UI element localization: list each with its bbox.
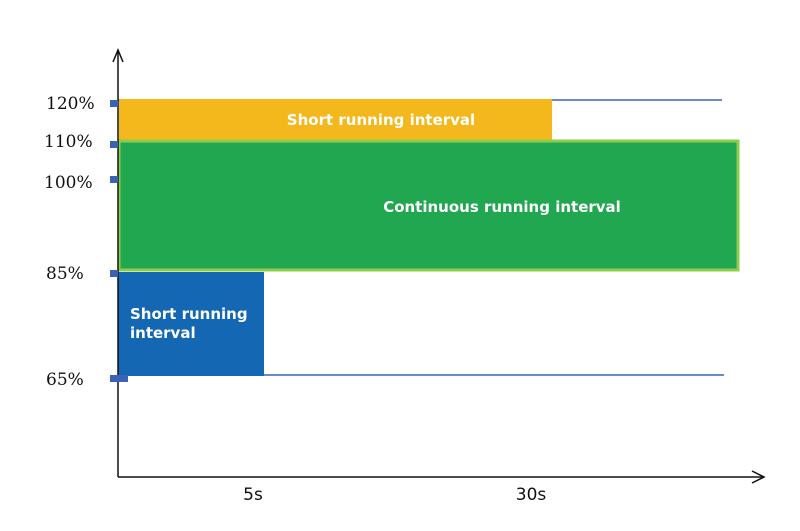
y-tick-label-110: 110% [44, 132, 93, 152]
short-running-interval-bottom-label-line2: interval [130, 324, 196, 342]
y-tick-label-120: 120% [46, 94, 95, 114]
y-tick-label-100: 100% [44, 173, 93, 193]
y-tick-label-85: 85% [46, 264, 84, 284]
short-running-interval-top-label: Short running interval [287, 111, 475, 129]
short-running-interval-bottom-label-line1: Short running [130, 305, 248, 323]
y-tick-marker-120 [110, 100, 118, 107]
y-tick-marker-110 [110, 141, 118, 148]
y-tick-marker-85 [110, 270, 118, 277]
y-tick-marker-100 [110, 176, 118, 183]
short-running-interval-top [119, 99, 552, 142]
y-tick-marker-65 [110, 375, 128, 382]
y-axis-arrow-icon [112, 48, 124, 63]
continuous-running-interval [117, 139, 740, 272]
y-tick-label-65: 65% [46, 370, 84, 390]
x-axis-arrow-icon [751, 470, 766, 484]
continuous-running-interval-label: Continuous running interval [383, 198, 621, 216]
short-running-interval-bottom [118, 272, 264, 376]
x-tick-label-5s: 5s [243, 485, 263, 505]
x-tick-label-30s: 30s [516, 485, 547, 505]
